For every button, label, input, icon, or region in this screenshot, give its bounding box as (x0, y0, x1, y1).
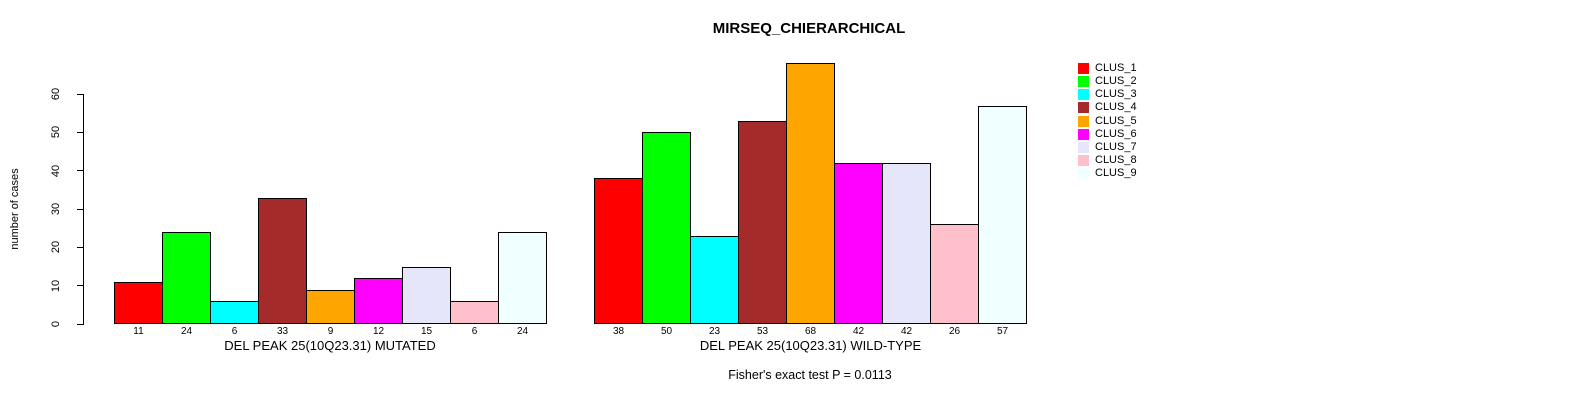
bar-value-label: 6 (231, 326, 238, 337)
legend-label: CLUS_3 (1095, 88, 1137, 101)
legend-item: CLUS_7 (1078, 141, 1137, 154)
legend-swatch (1078, 154, 1089, 166)
y-tick-label: 0 (50, 320, 62, 328)
legend-item: CLUS_3 (1078, 88, 1137, 101)
legend-swatch (1078, 141, 1089, 153)
bar-value-label: 33 (276, 326, 289, 337)
y-tick-label: 40 (50, 164, 62, 177)
y-tick-label: 30 (50, 202, 62, 216)
legend-item: CLUS_4 (1078, 101, 1137, 114)
y-tick-label: 50 (50, 126, 62, 139)
bar (978, 105, 1027, 324)
bar-value-label: 24 (516, 326, 529, 337)
bar-value-label: 6 (471, 326, 478, 337)
bar (450, 301, 499, 324)
y-tick (77, 285, 83, 287)
y-tick (77, 170, 83, 172)
bar (114, 281, 163, 324)
bar-value-label: 12 (372, 326, 385, 337)
bar-value-label: 15 (420, 326, 433, 337)
legend-swatch (1078, 102, 1089, 114)
legend-swatch (1078, 89, 1089, 101)
y-axis-title: number of cases (9, 168, 21, 250)
y-tick-label: 10 (50, 279, 62, 292)
bar (930, 224, 979, 324)
bar-value-label: 9 (327, 326, 334, 337)
bar (882, 163, 931, 324)
bar-value-label: 26 (948, 326, 961, 337)
legend-item: CLUS_2 (1078, 75, 1137, 88)
legend-swatch (1078, 128, 1089, 140)
bar (402, 266, 451, 324)
bar-value-label: 68 (804, 326, 817, 337)
legend-label: CLUS_8 (1095, 153, 1137, 166)
y-axis-line (83, 94, 84, 325)
chart-title: MIRSEQ_CHIERARCHICAL (712, 20, 906, 37)
legend-label: CLUS_1 (1095, 62, 1137, 74)
bar (258, 197, 307, 324)
bar (594, 178, 643, 324)
bar (738, 120, 787, 324)
bar (642, 132, 691, 324)
y-tick (77, 246, 83, 248)
bar (786, 63, 835, 324)
bar (210, 301, 259, 324)
legend-item: CLUS_9 (1078, 167, 1137, 180)
x-axis-label-mutated: DEL PEAK 25(10Q23.31) MUTATED (224, 338, 436, 353)
bar (834, 163, 883, 324)
bar (498, 232, 547, 324)
bar-value-label: 23 (708, 326, 721, 337)
y-tick (77, 93, 83, 95)
legend-label: CLUS_6 (1095, 127, 1137, 140)
bar-value-label: 42 (852, 326, 865, 337)
bar-value-label: 42 (900, 326, 913, 337)
y-tick-label: 20 (50, 241, 62, 254)
legend-label: CLUS_2 (1095, 75, 1137, 88)
bar (306, 289, 355, 324)
y-tick (77, 131, 83, 133)
legend-item: CLUS_5 (1078, 115, 1137, 128)
bar (354, 278, 403, 324)
y-tick (77, 323, 83, 325)
legend-label: CLUS_7 (1095, 140, 1137, 153)
bar (162, 232, 211, 324)
bar-value-label: 24 (180, 326, 193, 337)
legend-label: CLUS_5 (1095, 114, 1137, 127)
y-tick (77, 208, 83, 210)
legend-item: CLUS_1 (1078, 62, 1137, 75)
legend-label: CLUS_4 (1095, 101, 1137, 114)
bar-value-label: 53 (756, 326, 769, 337)
fisher-test-annotation: Fisher's exact test P = 0.0113 (728, 368, 892, 382)
legend-swatch (1078, 168, 1089, 179)
legend-swatch (1078, 63, 1089, 74)
x-axis-label-wildtype: DEL PEAK 25(10Q23.31) WILD-TYPE (699, 338, 922, 353)
bar-value-label: 38 (612, 326, 625, 337)
legend-swatch (1078, 76, 1089, 88)
bar-value-label: 57 (996, 326, 1009, 337)
bar (690, 235, 739, 324)
y-tick-label: 60 (50, 87, 62, 101)
bar-value-label: 11 (133, 326, 144, 337)
legend-swatch (1078, 115, 1089, 127)
legend-item: CLUS_8 (1078, 154, 1137, 167)
bar-value-label: 50 (660, 326, 673, 337)
legend-item: CLUS_6 (1078, 128, 1137, 141)
legend-label: CLUS_9 (1095, 167, 1137, 179)
